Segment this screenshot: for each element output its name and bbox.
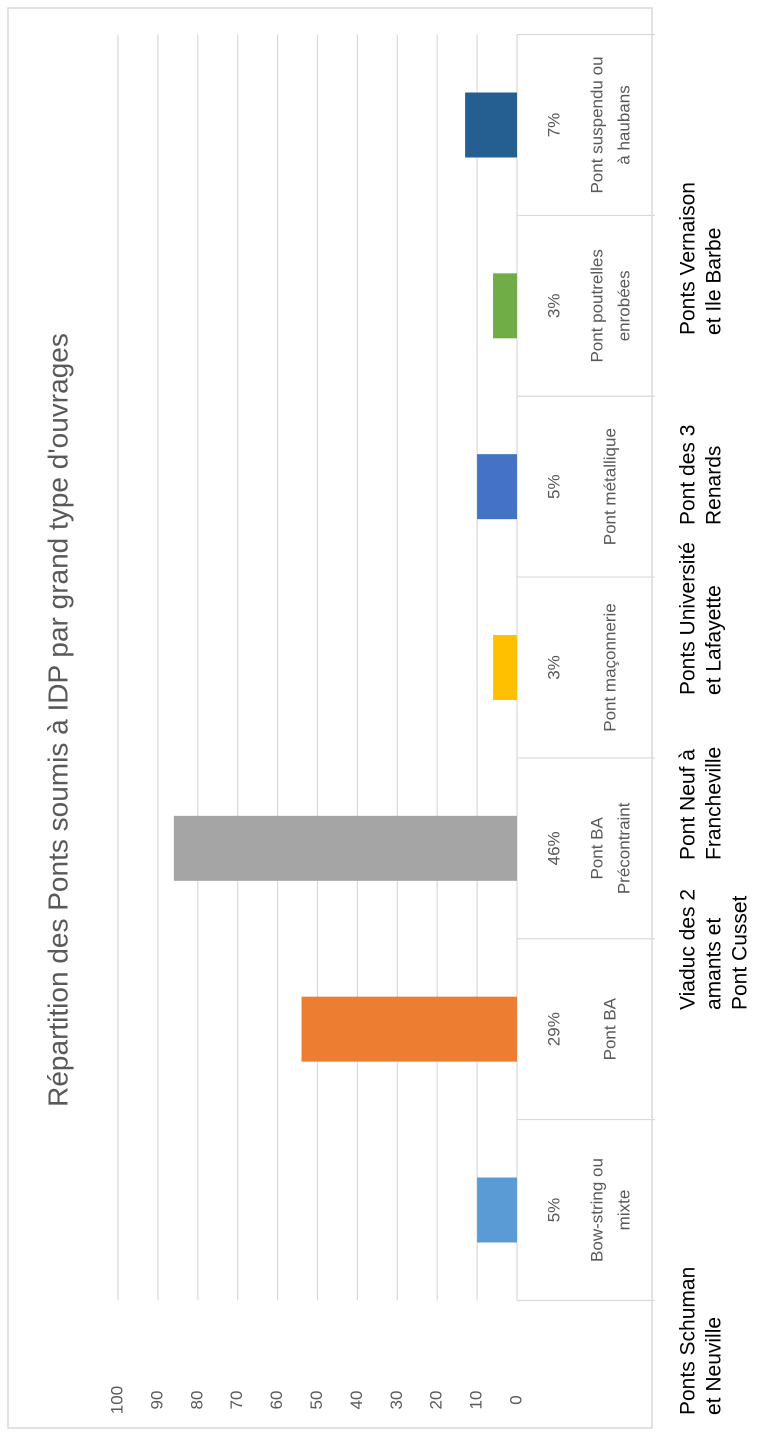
bar xyxy=(173,815,518,881)
y-tick-label: 70 xyxy=(227,1391,246,1410)
annotation: et Lafayette xyxy=(703,585,726,695)
y-tick-label: 50 xyxy=(307,1391,326,1410)
x-tick-label: mixte xyxy=(614,1190,633,1231)
y-tick-label: 40 xyxy=(347,1391,366,1410)
y-tick-label: 20 xyxy=(427,1391,446,1410)
y-tick-label: 0 xyxy=(506,1395,525,1404)
annotation: Pont des 3 xyxy=(677,425,700,525)
y-tick-label: 30 xyxy=(387,1391,406,1410)
x-tick-label: à haubans xyxy=(614,85,633,164)
y-tick-label: 100 xyxy=(107,1386,126,1414)
chart-title: Répartition des Ponts soumis à IDP par g… xyxy=(42,333,73,1107)
x-tick-label: Bow-string ou xyxy=(587,1158,606,1262)
plot: Répartition des Ponts soumis à IDP par g… xyxy=(42,33,752,1415)
annotation: amants et xyxy=(703,918,726,1010)
annotation: et Ile Barbe xyxy=(703,228,726,335)
data-label: 7% xyxy=(544,113,563,138)
annotation: Ponts Vernaison xyxy=(677,182,700,335)
annotation: Viaduc des 2 xyxy=(677,889,700,1010)
data-label: 46% xyxy=(544,831,563,865)
x-tick-label: Pont suspendu ou xyxy=(587,56,606,193)
y-tick-label: 60 xyxy=(267,1391,286,1410)
annotation: et Neuville xyxy=(703,1317,726,1415)
data-label: 3% xyxy=(544,655,563,680)
y-tick-label: 90 xyxy=(147,1391,166,1410)
bar xyxy=(301,996,518,1062)
annotation: Francheville xyxy=(703,747,726,860)
annotation: Ponts Université xyxy=(677,542,700,695)
data-label: 29% xyxy=(544,1012,563,1046)
data-label: 5% xyxy=(544,1198,563,1223)
bar xyxy=(477,1177,518,1243)
x-tick-label: Précontraint xyxy=(614,802,633,894)
annotation: Ponts Schuman xyxy=(677,1267,700,1415)
x-tick-label: Pont maçonnerie xyxy=(600,603,619,732)
bar xyxy=(465,92,518,158)
x-tick-label: enrobées xyxy=(614,270,633,341)
data-label: 3% xyxy=(544,294,563,319)
y-tick-label: 10 xyxy=(467,1391,486,1410)
bar xyxy=(493,635,517,700)
annotation: Pont Cusset xyxy=(729,895,752,1010)
bar xyxy=(493,273,517,339)
annotation: Renards xyxy=(703,446,726,525)
chart-border xyxy=(7,7,653,1429)
x-tick-label: Pont BA xyxy=(587,816,606,879)
y-tick-label: 80 xyxy=(187,1391,206,1410)
annotation: Pont Neuf à xyxy=(677,749,700,860)
x-tick-label: Pont métallique xyxy=(600,428,619,545)
bar xyxy=(477,454,518,520)
data-label: 5% xyxy=(544,474,563,499)
x-tick-label: Pont poutrelles xyxy=(587,249,606,362)
x-tick-label: Pont BA xyxy=(600,997,619,1060)
